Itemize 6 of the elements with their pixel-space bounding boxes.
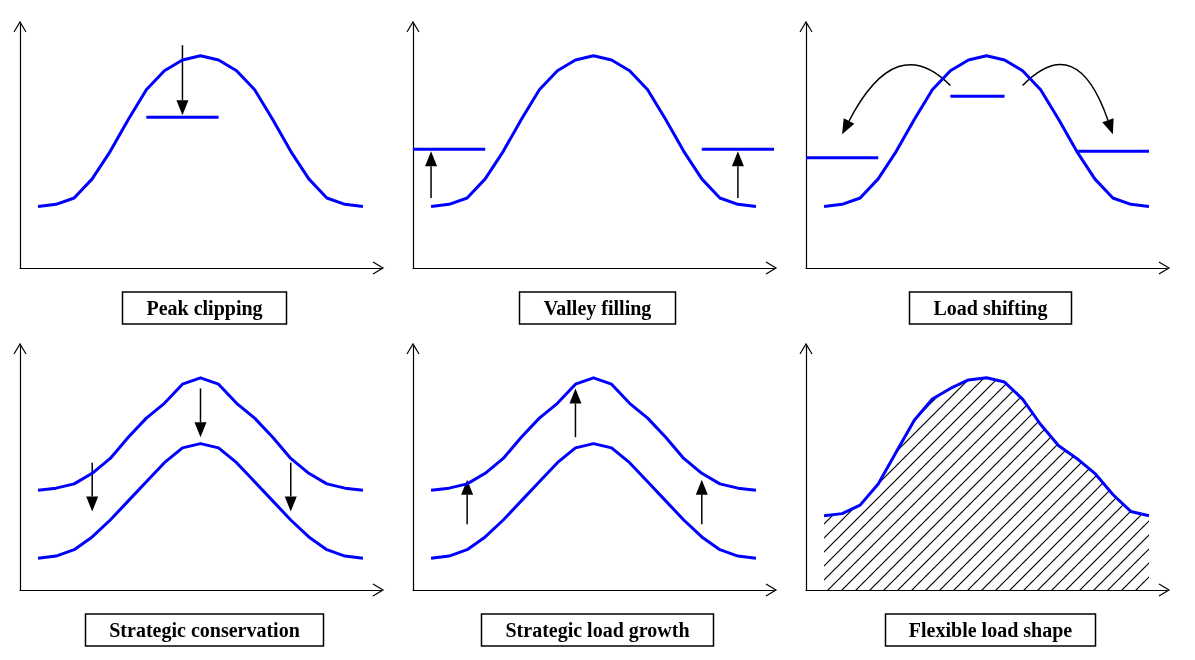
text: Flexible load shape: [908, 619, 1073, 642]
text: Load shifting: [933, 297, 1048, 320]
text: Peak clipping: [146, 297, 263, 320]
text: Strategic load growth: [505, 619, 690, 642]
text: Valley filling: [543, 297, 652, 320]
text: Strategic conservation: [109, 619, 300, 642]
